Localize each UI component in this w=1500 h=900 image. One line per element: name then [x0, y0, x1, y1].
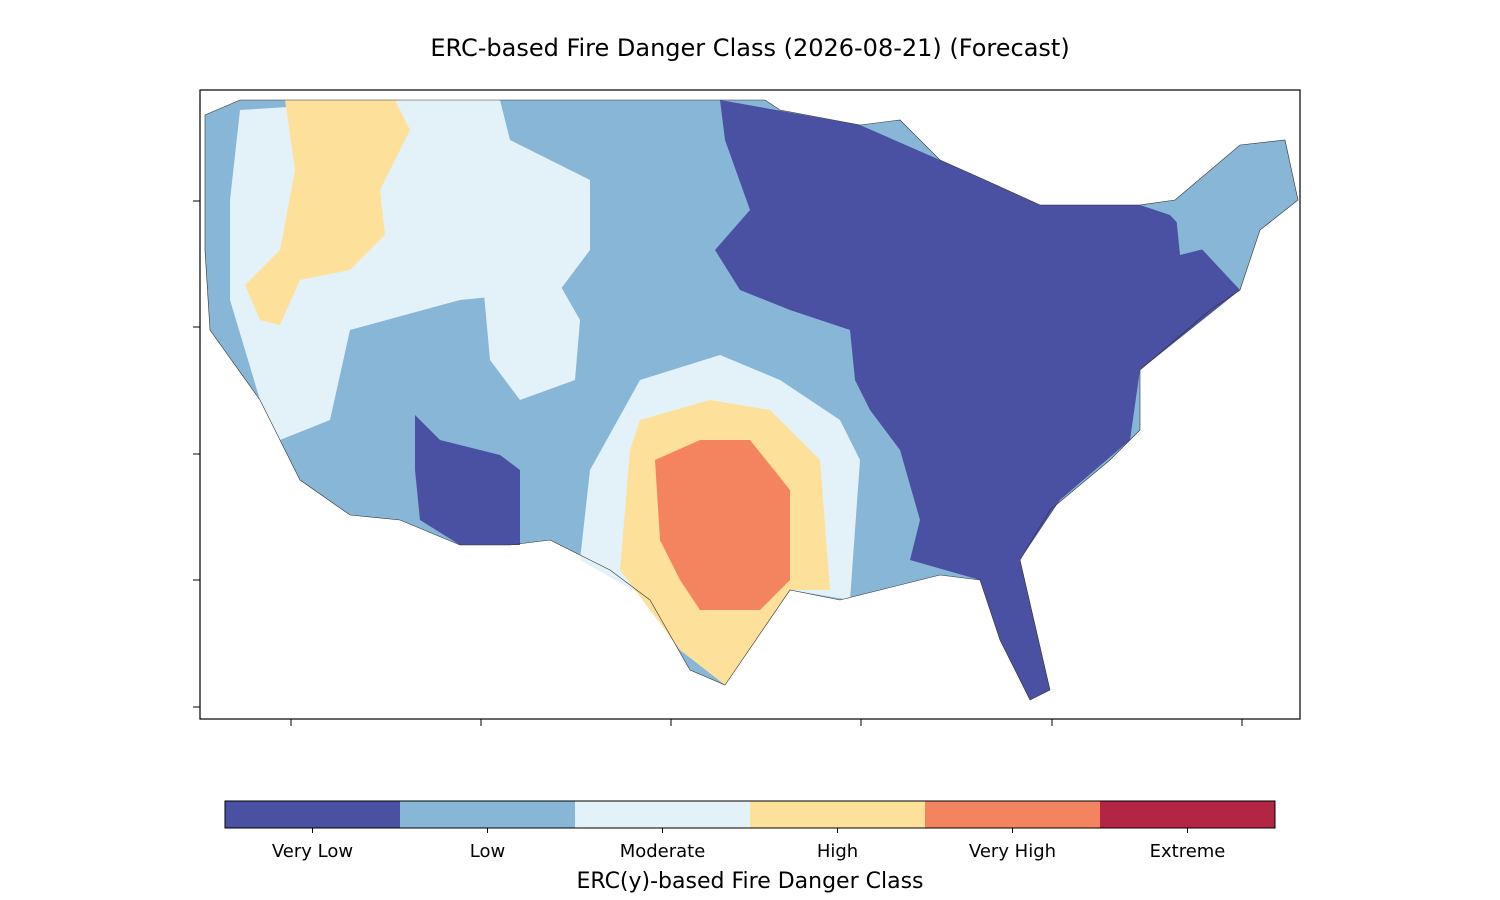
low-region	[1175, 140, 1298, 255]
axis-ticks	[193, 200, 1243, 726]
moderate-region	[480, 250, 580, 400]
colorbar-label: ERC(y)-based Fire Danger Class	[576, 869, 923, 894]
colorbar-swatch	[925, 801, 1100, 828]
colorbar-swatch	[225, 801, 400, 828]
colorbar-frame	[224, 800, 1276, 829]
colorbar-tick-label: Moderate	[620, 841, 706, 862]
colorbar-swatch	[400, 801, 575, 828]
map-area	[193, 89, 1301, 726]
colorbar-swatch	[1100, 801, 1275, 828]
colorbar-tick-label: High	[817, 841, 858, 862]
high-region	[245, 100, 410, 325]
colorbar: Very Low Low Moderate High Very High Extreme	[224, 800, 1276, 862]
colorbar-tick-label: Very High	[969, 841, 1056, 862]
coastline	[204, 99, 1299, 701]
colorbar-tick-label: Very Low	[272, 841, 353, 862]
very-low-region	[415, 415, 520, 545]
very-high-region	[655, 440, 790, 610]
very-low-region	[715, 100, 1240, 700]
colorbar-tick-label: Extreme	[1150, 841, 1226, 862]
colorbar-swatch	[575, 801, 750, 828]
colorbar-tick-label: Low	[470, 841, 505, 862]
map-title: ERC-based Fire Danger Class (2026-08-21)…	[430, 34, 1069, 62]
colorbar-swatch	[750, 801, 925, 828]
